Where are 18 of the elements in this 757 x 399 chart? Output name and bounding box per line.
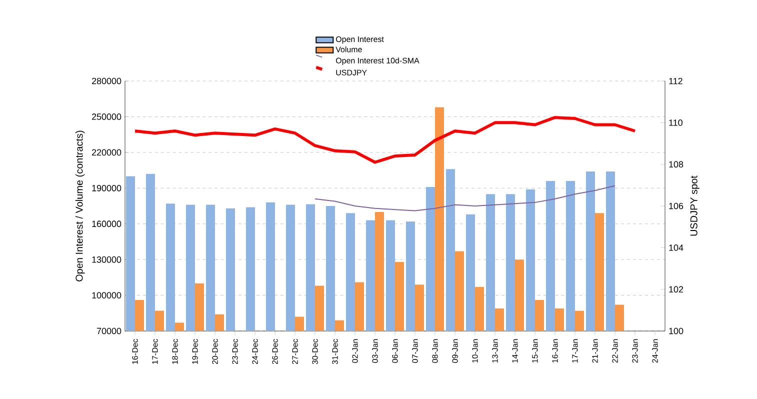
y2-tick-label: 106 <box>669 202 684 210</box>
y2-tick-label: 112 <box>669 78 682 84</box>
y2-tick-label: 110 <box>669 119 682 126</box>
y-tick-label: 220000 <box>92 149 122 156</box>
y2-tick-label: 102 <box>669 286 684 293</box>
y2-tick-label: 108 <box>669 161 684 168</box>
y-tick-label: 100000 <box>92 292 122 298</box>
y-tick-label: 250000 <box>92 114 122 120</box>
y-tick-label: 130000 <box>92 256 122 263</box>
y-tick-label: 70000 <box>97 328 122 334</box>
y-axis-title: Open Interest / Volume (contracts) <box>75 130 85 282</box>
y2-tick-label: 100 <box>669 328 684 334</box>
y2-axis-title: USDJPY spot <box>690 176 700 236</box>
line-series <box>134 116 636 164</box>
y2-tick-label: 104 <box>669 244 684 251</box>
y-tick-label: 280000 <box>92 78 122 84</box>
y-tick-label: 190000 <box>92 184 122 192</box>
y-tick-label: 160000 <box>92 220 122 228</box>
